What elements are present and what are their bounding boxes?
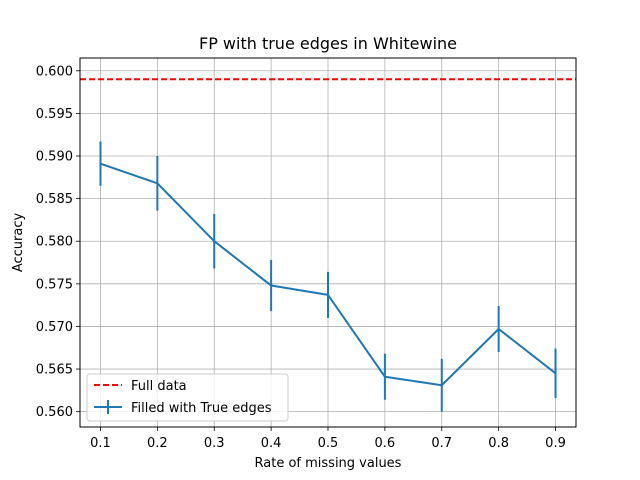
y-tick-label: 0.565 [36, 363, 73, 378]
x-tick-label: 0.4 [261, 436, 282, 451]
legend: Full data Filled with True edges [86, 373, 289, 422]
y-ticks: 0.560 0.565 0.570 0.575 0.580 0.585 0.590 0.595… [36, 64, 80, 420]
y-tick-label: 0.590 [36, 150, 73, 165]
x-tick-label: 0.6 [375, 436, 396, 451]
chart-title: FP with true edges in Whitewine [199, 34, 457, 53]
legend-box [86, 373, 289, 422]
x-axis-label: Rate of missing values [255, 456, 402, 471]
x-tick-label: 0.9 [545, 436, 566, 451]
x-tick-label: 0.3 [204, 436, 225, 451]
legend-label-full-data: Full data [131, 379, 187, 394]
grid-lines [80, 58, 576, 427]
y-tick-label: 0.575 [36, 277, 73, 292]
y-tick-label: 0.585 [36, 192, 73, 207]
y-tick-label: 0.580 [36, 235, 73, 250]
y-tick-label: 0.600 [36, 64, 73, 79]
x-tick-label: 0.1 [90, 436, 111, 451]
x-tick-label: 0.8 [488, 436, 509, 451]
series-layer [99, 141, 557, 412]
x-tick-label: 0.5 [318, 436, 339, 451]
x-tick-label: 0.2 [147, 436, 168, 451]
y-tick-label: 0.570 [36, 320, 73, 335]
legend-label-series: Filled with True edges [131, 401, 272, 416]
x-ticks: 0.1 0.2 0.3 0.4 0.5 0.6 0.7 0.8 0.9 [90, 427, 566, 451]
y-tick-label: 0.595 [36, 107, 73, 122]
y-axis-label: Accuracy [11, 213, 26, 273]
y-tick-label: 0.560 [36, 405, 73, 420]
x-tick-label: 0.7 [431, 436, 452, 451]
